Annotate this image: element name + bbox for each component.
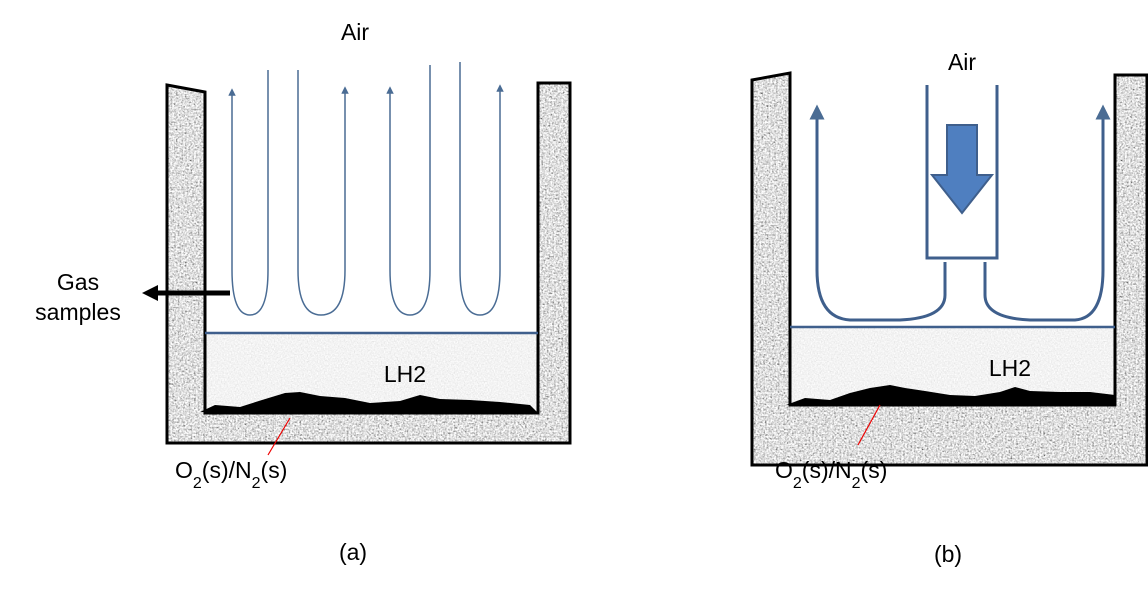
- panel-a: Air Gas samples LH2 O2(s)/N2(s) (a): [35, 19, 572, 565]
- deposit-label: O2(s)/N2(s): [775, 457, 887, 492]
- deposit: [786, 385, 1115, 405]
- text: (s)/N: [202, 457, 252, 483]
- caption: (a): [339, 539, 367, 565]
- gas-label: samples: [35, 299, 121, 325]
- pointer: [267, 417, 291, 456]
- subscript: 2: [793, 475, 802, 492]
- text: (s): [861, 457, 888, 483]
- vessel-outline: [750, 71, 1148, 467]
- text: (s)/N: [802, 457, 852, 483]
- vessel-outline: [165, 81, 572, 445]
- liquid-label: LH2: [989, 355, 1031, 381]
- gas-label: Gas: [57, 269, 99, 295]
- tube: [925, 85, 999, 260]
- subscript: 2: [193, 475, 202, 492]
- air-label: Air: [341, 19, 369, 45]
- flow-lines: [809, 104, 1111, 322]
- subscript: 2: [252, 475, 261, 492]
- subscript: 2: [852, 475, 861, 492]
- caption: (b): [934, 541, 962, 567]
- liquid-label: LH2: [384, 361, 426, 387]
- liquid: [205, 333, 538, 413]
- text: O: [775, 457, 793, 483]
- deposit: [200, 392, 538, 413]
- vessel: [752, 73, 1148, 465]
- flow-lines: [228, 62, 504, 316]
- air-arrow: [929, 124, 995, 215]
- pointer: [857, 404, 881, 446]
- text: (s): [261, 457, 288, 483]
- deposit-label: O2(s)/N2(s): [175, 457, 287, 492]
- text: O: [175, 457, 193, 483]
- air-label: Air: [948, 49, 976, 75]
- panel-b: Air LH2 O2(s)/N2(s) (b): [750, 49, 1148, 567]
